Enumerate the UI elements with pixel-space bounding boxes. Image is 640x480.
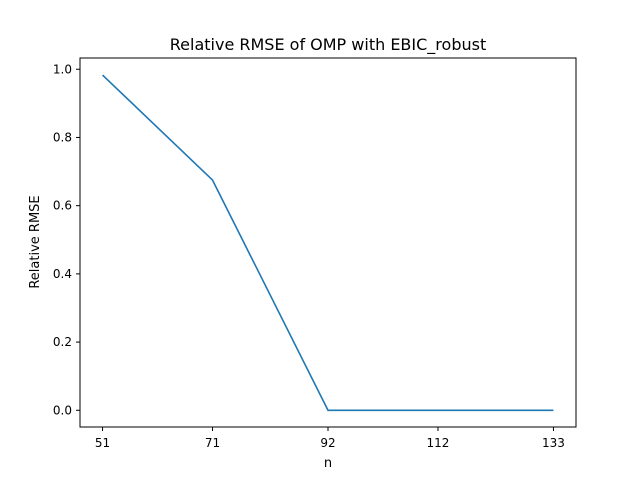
series-line <box>101 74 554 412</box>
x-tick-label: 133 <box>542 436 565 450</box>
x-axis-label: n <box>324 456 332 471</box>
x-tick-label: 71 <box>205 436 220 450</box>
x-tick-label: 112 <box>427 436 450 450</box>
y-tick-label: 0.2 <box>53 335 72 349</box>
chart-title: Relative RMSE of OMP with EBIC_robust <box>170 35 486 55</box>
x-tick-label: 51 <box>95 436 110 450</box>
y-tick-label: 0.6 <box>53 199 72 213</box>
x-axis: 51 71 92 112 133 <box>95 427 565 450</box>
y-tick-label: 1.0 <box>53 62 72 76</box>
y-axis: 0.0 0.2 0.4 0.6 0.8 1.0 <box>53 62 80 417</box>
plot-area: 51 71 92 112 133 0.0 0.2 0.4 0.6 0.8 1.0 <box>53 57 577 450</box>
y-tick-label: 0.0 <box>53 403 72 417</box>
series-layer <box>101 74 554 412</box>
y-tick-label: 0.8 <box>53 130 72 144</box>
plot-frame <box>79 57 577 428</box>
y-tick-label: 0.4 <box>53 267 72 281</box>
x-tick-label: 92 <box>320 436 335 450</box>
y-axis-label: Relative RMSE <box>28 195 43 288</box>
